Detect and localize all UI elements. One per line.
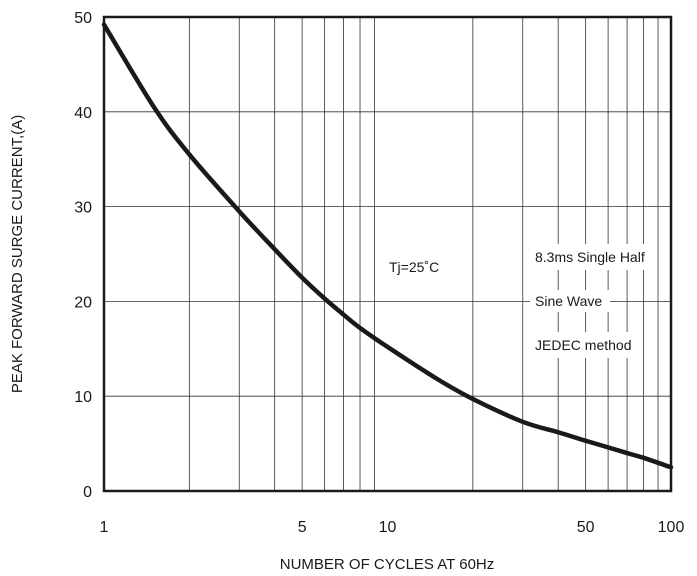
temperature-annotation: Tj=25˚C: [389, 259, 439, 275]
condition-annotation-bg-2: [530, 290, 610, 312]
condition-annotation-line-2: Sine Wave: [535, 293, 602, 309]
y-tick-label: 10: [74, 389, 92, 406]
condition-annotation-line-3: JEDEC method: [535, 337, 631, 353]
series-line: [101, 22, 674, 470]
y-axis-label: PEAK FORWARD SURGE CURRENT,(A): [9, 115, 26, 393]
x-tick-label: 5: [298, 519, 307, 536]
condition-annotation-line-1: 8.3ms Single Half: [535, 249, 645, 265]
x-tick-labels: 1 5 10 50 100: [100, 519, 685, 536]
y-tick-label: 30: [74, 200, 92, 217]
x-tick-label: 10: [379, 519, 397, 536]
condition-annotation-bg-1: [530, 244, 644, 270]
y-tick-label: 20: [74, 294, 92, 311]
x-tick-label: 100: [658, 519, 685, 536]
x-tick-label: 1: [100, 519, 109, 536]
x-axis-label: NUMBER OF CYCLES AT 60Hz: [280, 556, 495, 573]
y-tick-label: 40: [74, 105, 92, 122]
condition-annotation-bg-3: [530, 332, 630, 358]
y-tick-labels: 0 10 20 30 40 50: [74, 10, 92, 501]
plot-frame: [102, 15, 673, 493]
x-tick-label: 50: [577, 519, 595, 536]
y-tick-label: 0: [83, 484, 92, 501]
temperature-annotation-bg: [384, 255, 446, 279]
y-tick-label: 50: [74, 10, 92, 27]
